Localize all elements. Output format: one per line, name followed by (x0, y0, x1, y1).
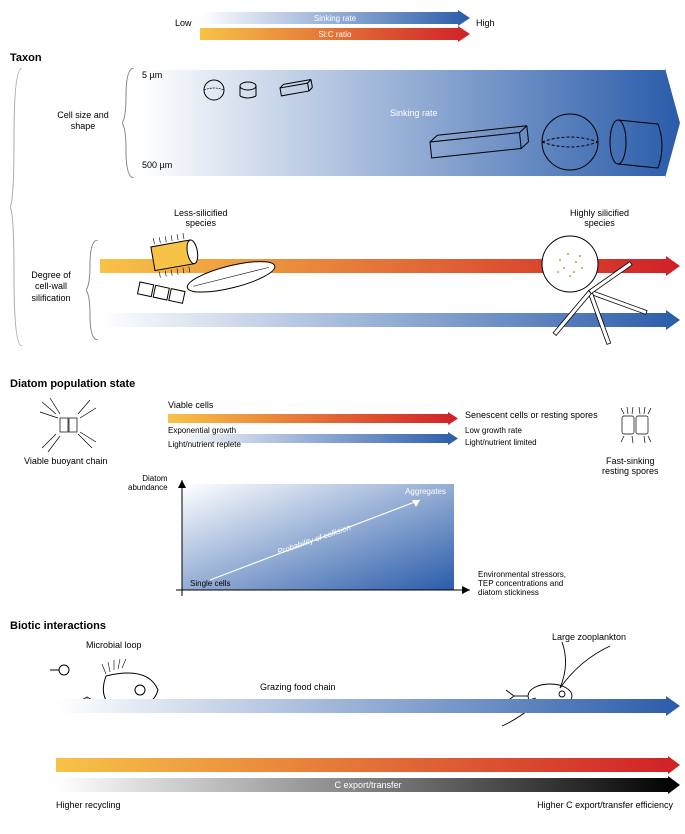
resting-spores-icon (604, 398, 668, 459)
legend-sic-arrow: Si:C ratio (200, 26, 470, 42)
grazing-arrow (56, 696, 680, 716)
label-viable-chain: Viable buoyant chain (24, 456, 107, 466)
label-500um: 500 µm (142, 160, 172, 170)
collision-bl: Single cells (190, 579, 230, 588)
label-env-stressors: Environmental stressors, TEP concentrati… (478, 570, 566, 597)
legend-sinking-arrow: Sinking rate (200, 10, 470, 26)
highly-silicified-icon (530, 232, 660, 347)
label-viable-cells: Viable cells (168, 400, 213, 410)
label-resting-spores: Fast-sinking resting spores (602, 456, 659, 476)
viable-cells-arrow (168, 412, 458, 425)
collision-chart: Probability of collision Single cells Ag… (170, 480, 460, 600)
label-light-limited: Light/nutrient limited (465, 438, 537, 447)
small-shapes-icon (200, 76, 330, 111)
summary-black-arrow: C export/transfer (56, 776, 680, 794)
label-5um: 5 µm (142, 70, 162, 80)
heading-taxon: Taxon (10, 52, 42, 64)
zooplankton-icon (490, 640, 630, 735)
label-less-silic: Less-silicified species (174, 208, 228, 228)
label-efficiency: Higher C export/transfer efficiency (537, 800, 673, 810)
less-silicified-icon (130, 232, 290, 337)
c-export-text: C export/transfer (334, 780, 401, 790)
brace-taxon (10, 68, 24, 346)
label-highly-silic: Highly silicified species (570, 208, 629, 228)
viable-chain-icon (36, 398, 100, 459)
large-shapes-icon (430, 112, 670, 187)
legend-low: Low (175, 18, 192, 28)
legend-sinking-text: Sinking rate (314, 14, 357, 23)
label-grazing: Grazing food chain (260, 682, 336, 692)
legend-sic-text: Si:C ratio (319, 30, 352, 39)
label-senescent: Senescent cells or resting spores (465, 410, 598, 420)
summary-orange-arrow (56, 756, 680, 774)
microbial-loop-icon (48, 656, 168, 727)
label-recycling: Higher recycling (56, 800, 121, 810)
heading-popstate: Diatom population state (10, 378, 135, 390)
brace-cell-size (122, 68, 136, 178)
label-cell-size: Cell size and shape (48, 110, 118, 133)
label-exp-growth: Exponential growth (168, 426, 236, 435)
collision-tr: Aggregates (405, 487, 446, 496)
brace-silic (86, 240, 100, 340)
heading-biotic: Biotic interactions (10, 620, 106, 632)
label-diatom-abundance: Diatom abundance (128, 474, 168, 492)
label-silic: Degree of cell-wall silification (20, 270, 82, 304)
label-microbial: Microbial loop (86, 640, 142, 650)
legend-high: High (476, 18, 495, 28)
label-low-growth: Low growth rate (465, 426, 522, 435)
label-light-replete: Light/nutrient replete (168, 440, 241, 449)
